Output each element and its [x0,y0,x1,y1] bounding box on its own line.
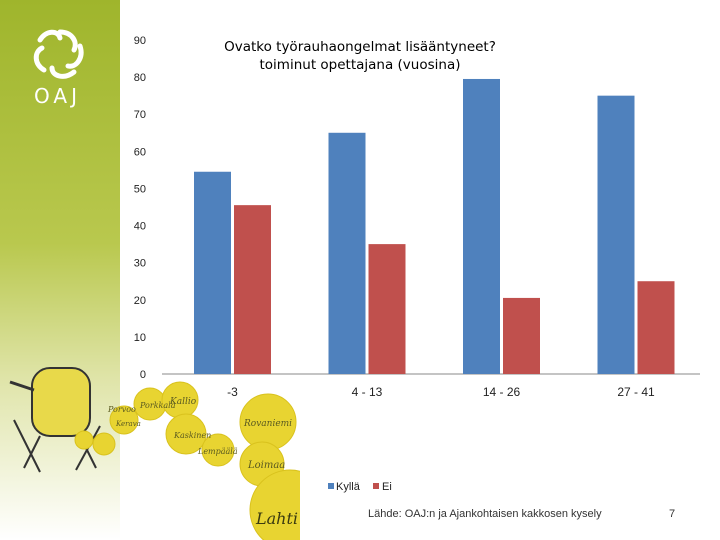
logo-text: OAJ [34,84,81,108]
legend-swatch-ei [373,483,379,489]
ball-word-0: Kallio [169,397,197,407]
legend: Kyllä Ei [328,481,392,493]
bar-kylla-1 [328,132,366,374]
source-note: Lähde: OAJ:n ja Ajankohtaisen kakkosen k… [368,508,602,520]
ball-stream [74,381,300,540]
legend-label-ei: Ei [382,481,392,493]
y-tick-label: 30 [134,258,146,270]
chart-title-line-2: toiminut opettajana (vuosina) [259,57,461,73]
bar-ei-1 [368,244,406,374]
legend-label-kylla: Kyllä [336,481,361,493]
bar-kylla-2 [463,78,500,374]
y-tick-label: 60 [134,146,146,158]
chart-title-line-1: Ovatko työrauhaongelmat lisääntyneet? [224,39,496,55]
bars [194,78,675,375]
chart: 0 10 20 30 40 50 60 70 80 90 -3 4 - 13 14 - 26 27 - … [134,35,700,493]
ball-word-1: Porvoo [107,405,136,414]
lottery-drum-icon [9,367,101,473]
x-tick-label: -3 [227,385,238,399]
page-number: 7 [669,508,676,520]
y-tick-label: 0 [140,369,146,381]
ball-word-7: Loimaa [247,460,285,471]
bar-ei-3 [637,281,675,374]
bar-ei-2 [503,297,540,374]
y-tick-label: 70 [134,109,146,121]
bar-kylla-0 [194,171,231,374]
y-tick-label: 50 [134,183,146,195]
legend-swatch-kylla [328,483,334,489]
oaj-logo-icon [33,29,84,79]
chart-title: Ovatko työrauhaongelmat lisääntyneet? to… [190,38,530,74]
x-tick-label: 4 - 13 [352,385,383,399]
bar-kylla-3 [597,95,635,375]
bar-ei-0 [234,205,271,374]
lottery-drum-decoration: Kallio Porvoo Porkkala Kaskinen Rovaniem… [9,367,300,540]
y-tick-label: 40 [134,221,146,233]
sidebar-panel: OAJ [0,0,120,540]
ball-word-8: Lahti [255,509,298,528]
ball-word-2: Porkkala [139,401,176,410]
y-tick-label: 10 [134,332,146,344]
ball-word-5: Kerava [115,420,141,428]
ball-word-6: Lempäälä [197,447,238,456]
x-tick-label: 14 - 26 [483,385,521,399]
ball-word-4: Rovaniemi [243,419,292,429]
x-tick-label: 27 - 41 [617,385,655,399]
ball-word-3: Kaskinen [173,431,211,440]
y-tick-label: 20 [134,295,146,307]
y-tick-label: 80 [134,72,146,84]
x-axis-labels: -3 4 - 13 14 - 26 27 - 41 [227,385,655,399]
y-tick-label: 90 [134,35,146,47]
y-axis-labels: 0 10 20 30 40 50 60 70 80 90 [134,35,146,381]
